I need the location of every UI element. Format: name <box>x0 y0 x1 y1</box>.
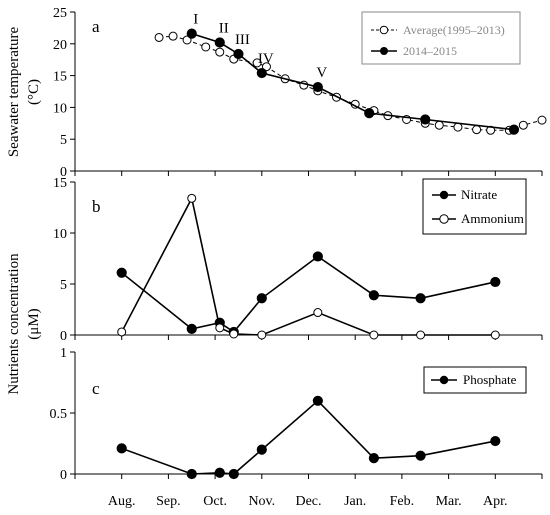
data-point <box>186 468 197 480</box>
data-point <box>186 323 197 334</box>
legend-2014-marker <box>380 47 388 55</box>
x-tick-label: Sep. <box>156 494 181 509</box>
x-tick-label: Mar. <box>436 494 462 509</box>
data-point <box>537 115 547 125</box>
data-point <box>117 327 127 337</box>
legend-temperature: Average(1995–2013) 2014–2015 <box>361 11 521 65</box>
data-point <box>434 120 444 130</box>
annotation-label: IV <box>258 51 274 67</box>
annotation-label: I <box>193 12 198 28</box>
y-tick-label: 5 <box>60 133 67 148</box>
annotation-label: V <box>316 65 327 81</box>
data-point <box>228 468 239 480</box>
data-point <box>187 193 197 203</box>
data-point <box>368 453 379 464</box>
data-point <box>214 37 225 48</box>
legend-nitrate-label: Nitrate <box>461 187 497 202</box>
data-point <box>233 48 244 60</box>
x-tick-label: Nov. <box>248 494 275 509</box>
legend-nutrients: Nitrate Ammonium <box>422 178 527 235</box>
data-point <box>229 329 239 339</box>
x-tick-label: Aug. <box>108 494 136 509</box>
data-point <box>472 125 482 135</box>
panel-label-a: a <box>92 17 100 36</box>
data-point <box>518 120 528 130</box>
data-point <box>256 293 267 304</box>
data-point <box>312 81 323 93</box>
data-point <box>261 62 271 72</box>
y-tick-label: 0.5 <box>50 407 68 422</box>
panel-b: 0 5 10 15 b <box>53 176 543 344</box>
nutrients-ylabel-unit: (μM) <box>26 308 42 339</box>
y-tick-label: 20 <box>53 38 67 53</box>
data-point <box>252 58 262 68</box>
data-point <box>256 444 267 455</box>
panel-label-b: b <box>92 197 101 216</box>
legend-ammonium-marker <box>439 214 449 224</box>
x-tick-label: Oct. <box>203 494 227 509</box>
y-tick-label: 10 <box>53 101 67 116</box>
data-point <box>415 293 426 304</box>
data-point <box>168 31 178 41</box>
nutrients-ylabel: Nutrients concentration <box>6 253 22 395</box>
data-point <box>215 323 225 333</box>
legend-2014-label: 2014–2015 <box>403 44 457 58</box>
panel-label-c: c <box>92 379 100 398</box>
series-line-Phosphate <box>121 399 496 475</box>
y-tick-label: 0 <box>60 329 67 344</box>
data-point <box>313 308 323 318</box>
temperature-ylabel-unit: (°C) <box>26 79 42 105</box>
y-tick-label: 0 <box>60 468 67 483</box>
data-point <box>364 108 375 119</box>
x-tick-label: Feb. <box>390 494 415 509</box>
y-tick-label: 5 <box>60 278 67 293</box>
data-point <box>182 35 192 45</box>
legend-average-marker <box>379 25 389 35</box>
x-tick-label: Jan. <box>344 494 366 509</box>
data-point <box>368 290 379 301</box>
y-tick-label: 0 <box>60 165 67 180</box>
data-point <box>214 467 225 478</box>
legend-phosphate-label: Phosphate <box>463 372 517 387</box>
data-point <box>116 443 127 454</box>
legend-nitrate-marker <box>439 190 449 200</box>
panel-c: 0 0.5 1 c <box>50 346 543 483</box>
data-point <box>215 47 225 57</box>
legend-phosphate: Phosphate <box>423 366 527 394</box>
legend-phosphate-marker <box>439 375 449 385</box>
y-tick-label: 15 <box>53 70 67 85</box>
data-point <box>116 267 127 278</box>
annotation-label: III <box>235 32 250 48</box>
data-point <box>312 251 323 262</box>
legend-average-label: Average(1995–2013) <box>403 23 505 37</box>
x-tick-label: Dec. <box>295 494 321 509</box>
temperature-ylabel: Seawater temperature <box>6 26 22 157</box>
legend-ammonium-label: Ammonium <box>461 211 524 226</box>
data-point <box>490 276 501 288</box>
data-point <box>415 450 426 461</box>
series-line-Nitrate <box>121 255 496 334</box>
data-point <box>201 42 211 52</box>
data-point <box>420 114 431 125</box>
y-tick-label: 10 <box>53 227 67 242</box>
data-point <box>490 330 500 340</box>
data-point <box>416 330 426 340</box>
y-tick-label: 1 <box>60 346 67 361</box>
data-point <box>257 330 267 340</box>
annotation-label: II <box>219 21 229 37</box>
x-tick-label: Apr. <box>483 494 508 509</box>
data-point <box>490 435 501 447</box>
data-point <box>256 67 267 79</box>
data-point <box>154 32 164 42</box>
data-point <box>312 395 323 406</box>
data-point <box>186 28 197 39</box>
y-tick-label: 25 <box>53 6 67 21</box>
data-point <box>369 330 379 340</box>
y-tick-label: 15 <box>53 176 67 191</box>
data-point <box>508 124 520 135</box>
